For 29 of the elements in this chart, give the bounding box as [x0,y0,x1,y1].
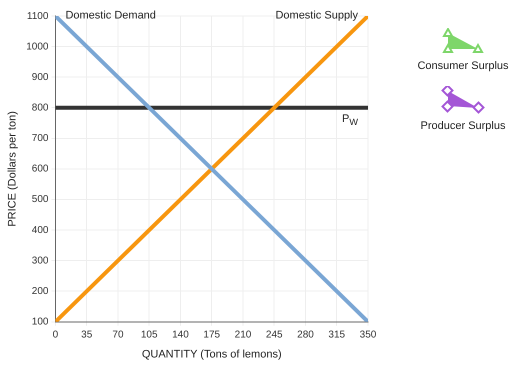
x-tick-label: 35 [81,330,93,341]
y-tick-label: 300 [32,255,49,266]
y-tick-label: 700 [32,133,49,144]
text: Consumer Surplus [416,60,510,72]
y-tick-label: 100 [32,316,49,328]
y-tick-label: 800 [32,102,49,114]
x-tick-label: 350 [360,330,377,341]
x-tick-label: 140 [172,330,190,341]
x-tick-label: 315 [328,330,346,341]
y-tick-label: 600 [32,164,49,175]
x-tick-label: 280 [297,330,314,341]
text: Producer Surplus [420,120,506,132]
x-tick-label: 210 [234,330,252,341]
y-tick-label: 400 [32,224,49,236]
series-label: Domestic Demand [65,10,156,22]
y-tick-label: 1100 [26,10,49,22]
y-tick-label: 900 [32,72,49,83]
x-tick-label: 245 [266,330,284,341]
x-tick-label: 175 [203,330,220,341]
y-axis-title: PRICE (Dollars per ton) [6,111,19,227]
x-axis-title: QUANTITY (Tons of lemons) [142,348,282,360]
y-tick-label: 500 [32,194,49,206]
x-tick-label: 0 [52,330,59,341]
ref-line-label: P$_{W}$ [342,112,358,127]
x-tick-label: 70 [112,330,124,341]
series-label: Domestic Supply [275,10,358,22]
y-tick-label: 200 [32,286,49,297]
y-tick-label: 1000 [26,41,49,52]
x-tick-label: 105 [140,330,158,341]
